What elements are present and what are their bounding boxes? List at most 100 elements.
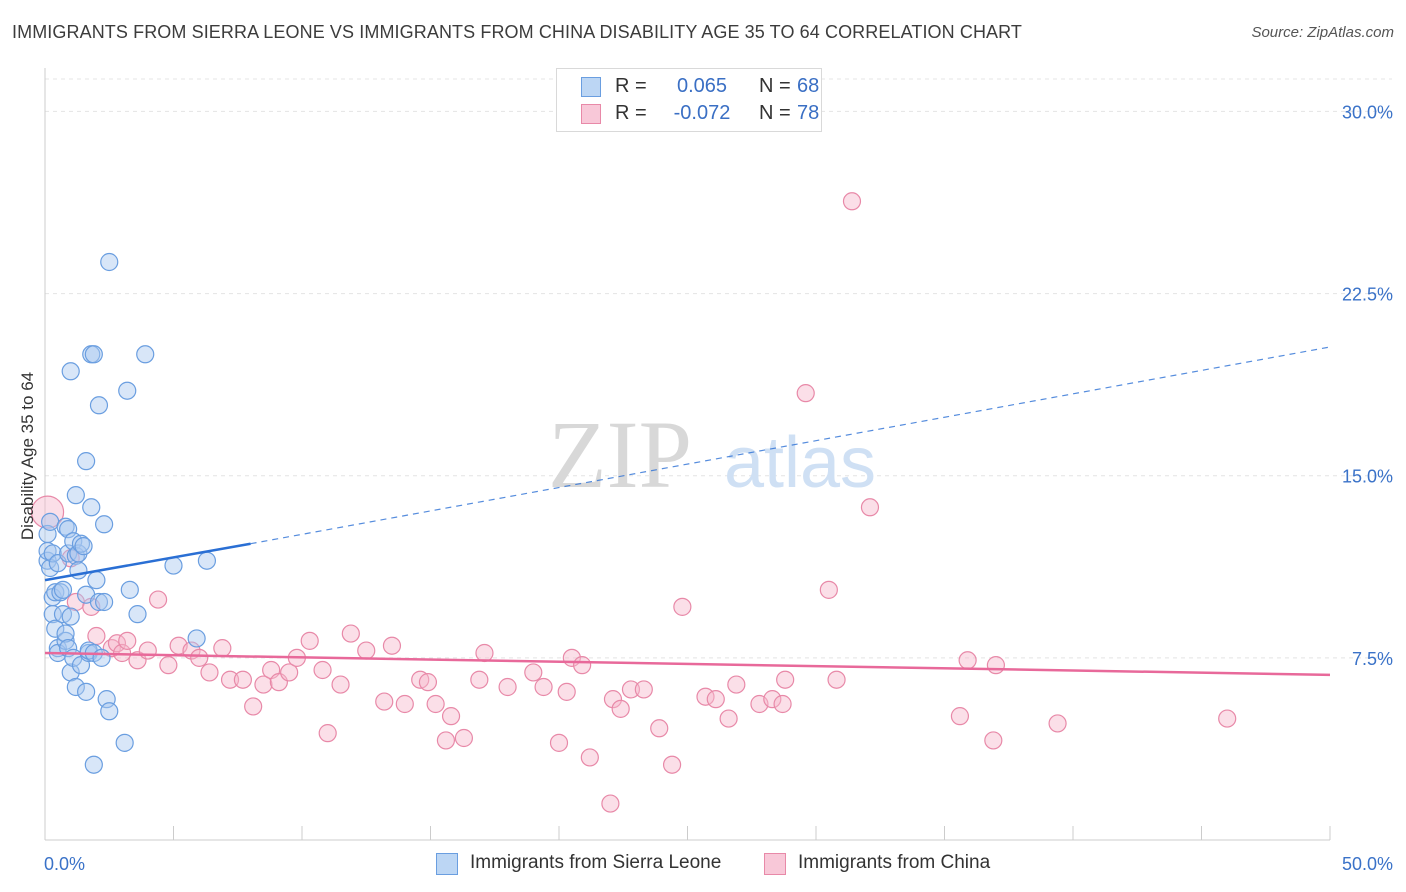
china-point [727,675,746,694]
sierra-leone-point [74,537,93,556]
china-trend [44,651,1331,677]
china-point [382,636,402,655]
china-point [159,656,178,675]
china-point [30,495,65,529]
china-point [313,660,332,680]
y-tick-label: 22.5% [1342,285,1393,305]
china-point [357,641,376,660]
sierra-leone-point [84,755,103,774]
y-tick-label: 30.0% [1342,102,1393,122]
china-point [650,719,669,738]
legend-n-value: 68 [797,75,820,97]
bottom-legend-label: Immigrants from China [798,852,991,873]
china-point [950,707,970,726]
china-point [426,694,445,714]
sierra-leone-point [53,580,73,599]
legend-r-label: R = [615,75,647,97]
sierra-leone-point [100,252,119,272]
china-point [395,694,414,714]
legend-swatch-blue [581,77,601,97]
watermark-atlas: atlas [724,423,876,503]
sierra-leone-point [61,362,80,381]
sierra-leone-point [46,619,65,638]
sierra-leone-point [120,580,139,599]
sierra-leone-point [66,677,85,697]
sierra-leone-point [82,498,101,517]
sierra-leone-point [43,544,62,563]
china-point [986,656,1006,675]
china-point [138,641,157,660]
correlation-legend: R = 0.065 N = 68 R = -0.072 N = 78 [556,68,822,132]
sierra-leone-point [136,345,155,364]
sierra-leone-point [56,631,75,650]
chart-source: Source: ZipAtlas.com [1251,24,1394,41]
china-point [244,697,263,716]
china-point [763,690,782,709]
china-point [254,675,273,694]
china-point [475,643,494,663]
x-tick-label-max: 50.0% [1342,854,1393,874]
sierra-leone-point [89,396,109,415]
legend-r-value: -0.072 [673,102,731,124]
china-point [601,794,620,813]
sierra-leone-point [89,592,109,612]
china-point [534,677,553,697]
sierra-leone-point [95,592,114,612]
china-point [436,731,456,750]
china-point [213,639,232,658]
china-point [318,724,337,743]
sierra-leone-point [100,702,119,721]
china-point [776,670,795,689]
china-point [454,728,474,748]
trend-lines [44,346,1331,677]
sierra-leone-point [61,607,80,626]
china-point [280,663,299,682]
sierra-leone-point [77,452,96,471]
china-point [1218,709,1237,728]
sierra-leone-point [115,733,134,752]
bottom-legend-swatch-blue [436,853,458,875]
china-point [375,692,394,711]
sierra-leone-trend-solid [44,542,251,582]
sierra-leone-point [95,515,114,534]
china-point [796,384,815,403]
sierra-leone-point [66,486,85,505]
china-point [1048,714,1067,733]
china-point [190,648,209,667]
sierra-leone-point [56,624,75,643]
sierra-leone-point [197,551,217,570]
china-point [958,651,977,670]
china-point [611,699,630,718]
sierra-leone-point [41,512,60,531]
sierra-leone-point [56,517,75,536]
china-point [441,707,461,726]
china-point [331,675,350,694]
y-axis-label: Disability Age 35 to 64 [18,371,37,541]
china-point [300,631,319,650]
china-point [819,580,838,599]
gridlines [45,78,1392,659]
legend-n-label: N = [759,102,791,124]
china-point [827,670,846,689]
china-point [662,755,682,774]
china-point [573,656,592,675]
china-point [233,670,252,689]
legend-n-value: 78 [797,102,820,124]
legend-swatch-pink [581,104,601,124]
china-point [470,670,489,689]
china-point [148,590,168,609]
sierra-leone-point [128,605,147,624]
china-point [603,690,623,709]
y-tick-label: 7.5% [1352,649,1393,669]
china-point [860,498,880,517]
legend-n-label: N = [759,75,791,97]
chart-title: IMMIGRANTS FROM SIERRA LEONE VS IMMIGRAN… [12,22,1023,42]
china-point [220,670,240,689]
sierra-leone-point [87,571,106,590]
sierra-leone-point [71,534,91,553]
sierra-leone-trend-dashed [250,346,1331,545]
china-point [418,673,438,692]
sierra-leone-point [92,648,111,667]
sierra-leone-point [187,629,206,648]
